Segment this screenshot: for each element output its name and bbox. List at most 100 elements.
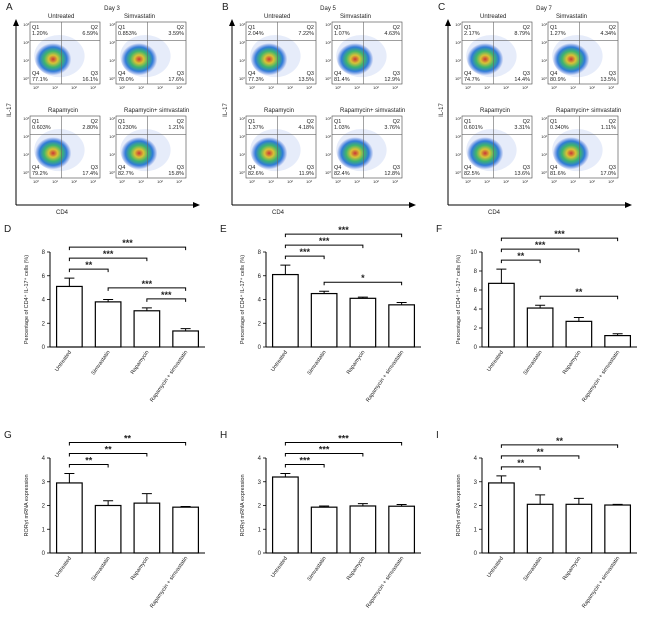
x-tick-label: 10¹	[570, 179, 576, 184]
y-tick-label: 10²	[325, 134, 331, 139]
sig-label: ***	[161, 290, 172, 300]
error-bar	[103, 299, 114, 302]
error-bar	[573, 317, 584, 322]
sig-bracket	[68, 463, 109, 468]
x-tick-label: Rapamycin + simvastatin	[581, 350, 621, 404]
y-axis-label: IL-17	[439, 103, 445, 117]
x-tick-label: 10³	[176, 179, 182, 184]
y-tick-label: 10¹	[455, 152, 461, 157]
x-tick-label: Simvastatin	[307, 556, 328, 583]
quadrant-value: 13.5%	[298, 77, 314, 83]
error-bar	[64, 277, 75, 287]
plot-title: Rapamycin	[480, 108, 510, 114]
sig-bracket	[68, 452, 148, 457]
quadrant-value: 81.4%	[334, 77, 350, 83]
quadrant-value: 1.21%	[168, 125, 184, 131]
error-bar	[280, 264, 291, 275]
panel-letter: H	[220, 430, 227, 441]
sig-label: **	[537, 447, 545, 457]
panel-letter: D	[4, 224, 11, 235]
x-tick-label: 10⁰	[465, 179, 471, 184]
quadrant-name: Q4	[32, 71, 39, 77]
x-tick-label: Simvastatin	[91, 350, 112, 377]
quadrant-value: 77.1%	[32, 77, 48, 83]
x-arrow-head	[193, 202, 200, 208]
bar	[388, 505, 416, 554]
sig-bracket	[68, 246, 187, 251]
x-tick-label: 10⁰	[33, 179, 39, 184]
x-arrow-head	[409, 202, 416, 208]
x-tick-label: 10²	[71, 85, 77, 90]
sig-bracket	[107, 287, 187, 291]
y-tick-label: 10⁰	[109, 76, 115, 81]
y-tick-label: 10³	[109, 22, 115, 27]
density-blob	[34, 43, 72, 76]
bar	[133, 310, 161, 348]
x-tick-label: 10⁰	[33, 85, 39, 90]
x-tick-label: Rapamycin + simvastatin	[149, 350, 189, 404]
y-tick-label: 10²	[541, 134, 547, 139]
x-tick-label: Rapamycin	[562, 350, 583, 376]
quadrant-value: 3.31%	[514, 125, 530, 131]
quadrant-name: Q1	[248, 119, 255, 125]
quadrant-name: Q3	[609, 71, 616, 77]
y-tick-label: 10⁰	[541, 170, 547, 175]
density-blob	[552, 43, 590, 76]
y-tick-label: 0	[474, 551, 478, 557]
x-tick-label: 10³	[608, 179, 614, 184]
y-tick-label: 10³	[23, 116, 29, 121]
y-tick-label: 10³	[325, 22, 331, 27]
y-tick-label: 2	[474, 326, 478, 332]
y-tick-label: 0	[42, 551, 46, 557]
density-halo	[466, 35, 517, 78]
y-tick-label: 10⁰	[23, 170, 29, 175]
density-halo	[552, 129, 603, 172]
quadrant-value: 12.9%	[384, 77, 400, 83]
sig-label: ***	[319, 444, 330, 454]
quadrant-value: 11.9%	[299, 171, 314, 177]
y-tick-label: 10³	[23, 22, 29, 27]
x-tick-label: Untreated	[486, 350, 505, 373]
quadrant-name: Q1	[464, 25, 471, 31]
bar	[310, 292, 338, 348]
x-tick-label: Untreated	[486, 556, 505, 579]
density-blob	[466, 137, 504, 170]
quadrant-value: 17.4%	[82, 171, 98, 177]
quadrant-name: Q1	[32, 119, 39, 125]
panel-letter: B	[222, 2, 229, 13]
quadrant-name: Q4	[464, 165, 471, 171]
x-tick-label: 10²	[157, 179, 163, 184]
x-tick-label: 10⁰	[119, 85, 125, 90]
error-bar	[496, 475, 507, 483]
x-tick-label: 10³	[306, 179, 312, 184]
x-tick-label: Rapamycin + simvastatin	[581, 556, 621, 610]
x-tick-label: 10³	[522, 85, 528, 90]
density-blob	[552, 137, 590, 170]
sig-label: **	[85, 260, 93, 270]
bar	[565, 503, 593, 554]
sig-bracket	[68, 257, 148, 262]
density-halo	[336, 35, 387, 78]
quadrant-name: Q3	[523, 71, 530, 77]
y-tick-label: 10¹	[109, 58, 115, 63]
quadrant-value: 74.7%	[464, 77, 480, 83]
y-tick-label: 3	[42, 480, 46, 486]
x-tick-label: Rapamycin + simvastatin	[365, 556, 405, 610]
quadrant-value: 82.4%	[334, 171, 350, 177]
quadrant-value: 82.6%	[248, 171, 264, 177]
y-axis-label: Percentage of CD4⁺ IL-17⁺ cells (%)	[455, 255, 462, 344]
quadrant-name: Q3	[307, 165, 314, 171]
y-arrow-head	[229, 19, 235, 26]
quadrant-name: Q1	[334, 25, 341, 31]
x-arrow-head	[625, 202, 632, 208]
sig-label: ***	[103, 249, 114, 259]
x-tick-label: 10³	[90, 179, 96, 184]
x-tick-label: 10³	[392, 85, 398, 90]
y-tick-label: 3	[258, 480, 262, 486]
x-tick-label: 10³	[176, 85, 182, 90]
y-tick-label: 0	[258, 345, 262, 351]
quadrant-value: 82.7%	[118, 171, 134, 177]
error-bar	[612, 503, 623, 506]
y-tick-label: 4	[474, 456, 478, 462]
